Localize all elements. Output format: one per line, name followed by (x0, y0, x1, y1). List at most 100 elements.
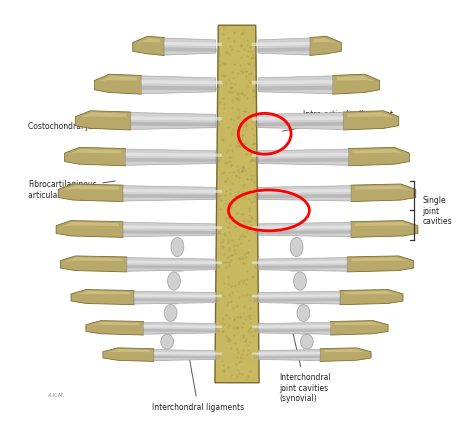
Polygon shape (295, 294, 348, 304)
Polygon shape (137, 39, 160, 44)
Polygon shape (258, 113, 343, 130)
Polygon shape (134, 299, 220, 302)
Polygon shape (126, 158, 220, 163)
Ellipse shape (301, 334, 313, 349)
Polygon shape (252, 294, 340, 298)
Polygon shape (252, 352, 320, 355)
Polygon shape (353, 150, 405, 155)
Polygon shape (154, 356, 220, 359)
Polygon shape (144, 325, 222, 328)
Polygon shape (254, 329, 330, 332)
Polygon shape (141, 86, 220, 92)
Polygon shape (343, 112, 399, 131)
Ellipse shape (168, 272, 181, 291)
Text: Interchondral
joint cavities
(synovial): Interchondral joint cavities (synovial) (280, 324, 331, 402)
Text: Interchondral ligaments: Interchondral ligaments (152, 354, 244, 411)
Text: Single
joint
cavities: Single joint cavities (422, 196, 452, 226)
Ellipse shape (297, 305, 310, 322)
Polygon shape (90, 322, 139, 326)
Polygon shape (164, 39, 216, 56)
Polygon shape (71, 290, 134, 305)
Polygon shape (258, 258, 347, 272)
Polygon shape (75, 112, 131, 131)
Ellipse shape (171, 238, 184, 257)
Polygon shape (258, 291, 340, 304)
Polygon shape (60, 256, 127, 272)
Ellipse shape (290, 238, 303, 257)
Polygon shape (252, 261, 347, 265)
Polygon shape (103, 348, 154, 362)
Polygon shape (107, 349, 150, 353)
Polygon shape (347, 113, 394, 118)
Polygon shape (123, 195, 220, 199)
Polygon shape (144, 329, 220, 332)
Polygon shape (252, 117, 343, 121)
Polygon shape (351, 221, 418, 238)
Polygon shape (258, 150, 348, 166)
Polygon shape (252, 190, 351, 193)
Polygon shape (333, 75, 380, 95)
Polygon shape (126, 150, 216, 166)
Polygon shape (258, 186, 351, 201)
Polygon shape (320, 348, 371, 362)
Polygon shape (141, 81, 222, 85)
Polygon shape (123, 186, 216, 201)
Polygon shape (351, 184, 416, 202)
Ellipse shape (293, 272, 306, 291)
Polygon shape (258, 350, 320, 361)
Polygon shape (69, 150, 121, 155)
Polygon shape (310, 37, 341, 56)
Polygon shape (355, 222, 414, 227)
Polygon shape (58, 184, 123, 202)
Polygon shape (123, 231, 220, 235)
Polygon shape (123, 190, 222, 193)
Polygon shape (131, 123, 220, 127)
Polygon shape (337, 77, 375, 82)
Polygon shape (63, 186, 119, 191)
Text: Fibrocartilaginous
articular surfaces: Fibrocartilaginous articular surfaces (28, 180, 115, 199)
Polygon shape (123, 223, 216, 237)
Polygon shape (258, 39, 310, 56)
Polygon shape (330, 321, 388, 335)
Polygon shape (324, 349, 367, 353)
Polygon shape (254, 195, 351, 199)
Polygon shape (127, 258, 216, 272)
Polygon shape (258, 77, 333, 95)
Polygon shape (86, 321, 144, 335)
Polygon shape (340, 290, 403, 305)
Polygon shape (144, 322, 216, 334)
Text: Costochondral junctions: Costochondral junctions (28, 121, 154, 130)
Polygon shape (258, 322, 330, 334)
Text: A.K.M.: A.K.M. (47, 392, 65, 397)
Polygon shape (119, 261, 184, 272)
Polygon shape (254, 123, 343, 127)
Polygon shape (252, 153, 348, 157)
Polygon shape (306, 352, 328, 361)
Polygon shape (348, 148, 410, 167)
Polygon shape (60, 222, 119, 227)
Polygon shape (64, 148, 126, 167)
Polygon shape (351, 258, 410, 262)
Polygon shape (123, 226, 222, 230)
Polygon shape (258, 223, 351, 237)
Polygon shape (94, 75, 141, 95)
Text: Intra-articular ligament
and two joint cavities: Intra-articular ligament and two joint c… (283, 110, 393, 132)
Polygon shape (254, 86, 333, 92)
Polygon shape (252, 43, 310, 47)
Polygon shape (335, 322, 384, 326)
Ellipse shape (164, 305, 177, 322)
Polygon shape (254, 158, 348, 163)
Polygon shape (154, 350, 216, 361)
Polygon shape (154, 352, 222, 355)
Polygon shape (75, 291, 130, 295)
Polygon shape (80, 113, 127, 118)
Polygon shape (164, 48, 220, 53)
Polygon shape (127, 265, 220, 269)
Polygon shape (254, 265, 347, 269)
Polygon shape (252, 325, 330, 328)
Polygon shape (254, 299, 340, 302)
Polygon shape (146, 352, 168, 361)
Polygon shape (164, 43, 222, 47)
Polygon shape (127, 261, 222, 265)
Polygon shape (344, 291, 399, 295)
